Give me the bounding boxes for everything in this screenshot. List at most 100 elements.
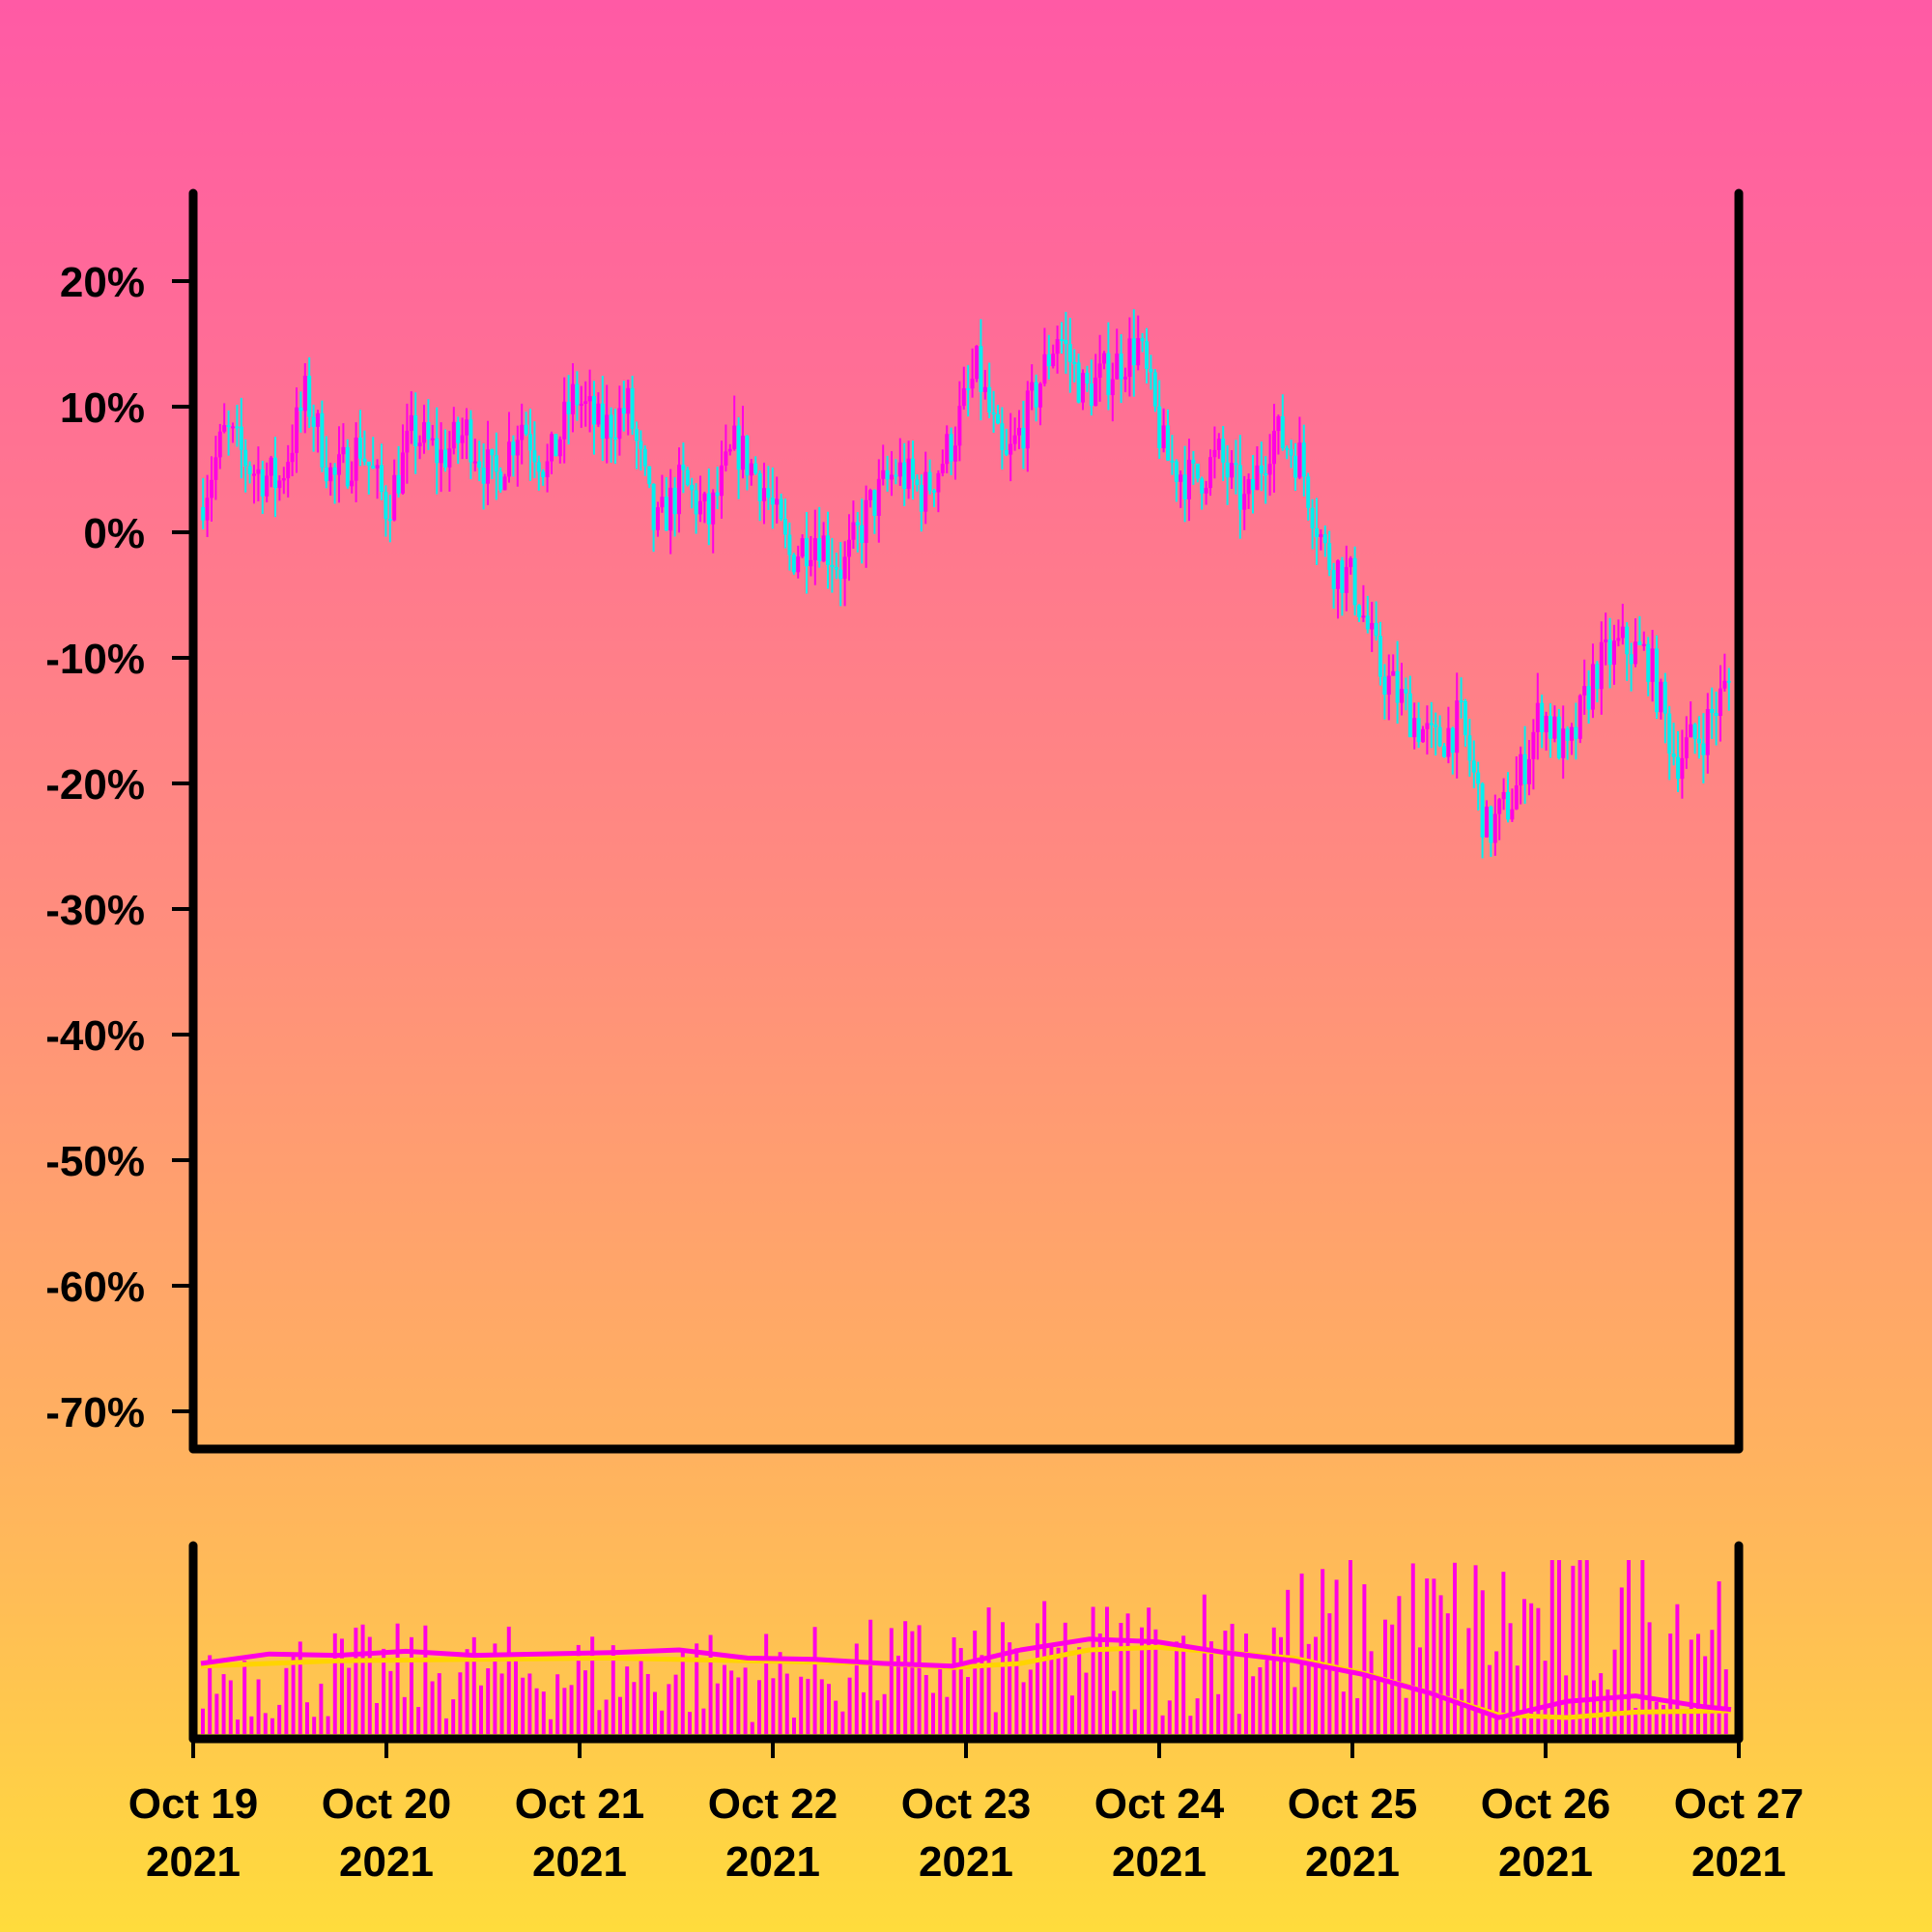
candle-body (405, 430, 410, 453)
candle-body (1591, 664, 1595, 710)
candle-body (1442, 746, 1446, 757)
candle-body (923, 471, 928, 512)
volume-bar (1236, 1714, 1241, 1734)
volume-bar (1355, 1697, 1360, 1734)
candle-body (940, 464, 945, 473)
candle-body (1689, 724, 1693, 738)
volume-bar (980, 1655, 984, 1734)
volume-bar (1710, 1630, 1715, 1734)
candle-body (639, 440, 643, 449)
volume-bar (1515, 1665, 1520, 1734)
candle-body (749, 463, 753, 476)
volume-bar (277, 1704, 282, 1734)
candle-body (1352, 557, 1357, 606)
volume-bar (1091, 1606, 1095, 1734)
candle-body (1637, 641, 1642, 645)
candle-body (1455, 700, 1460, 753)
x-tick-year-label: 2021 (146, 1838, 241, 1886)
candle-body (1089, 383, 1094, 407)
candle-body (681, 464, 686, 470)
candle-body (210, 479, 213, 498)
volume-bar (1014, 1648, 1019, 1734)
candle-body (1697, 738, 1701, 744)
candle-body (231, 426, 235, 429)
candle-body (698, 500, 702, 515)
candle-body (1514, 785, 1519, 810)
candle-body (1400, 689, 1404, 703)
volume-bar (1682, 1711, 1687, 1734)
y-tick-label: -60% (45, 1264, 145, 1311)
candle-body (328, 467, 333, 482)
volume-bar (298, 1641, 302, 1734)
volume-bar (1223, 1631, 1228, 1734)
candle-body (1285, 447, 1290, 450)
volume-bar (896, 1655, 900, 1734)
volume-bar (1584, 1560, 1589, 1734)
candle-body (447, 448, 452, 468)
candle-body (1157, 406, 1162, 449)
y-tick-label: 10% (60, 384, 145, 432)
candle-body (460, 435, 465, 443)
volume-bar (1640, 1560, 1645, 1734)
volume-bar (249, 1716, 254, 1734)
candle-body (1319, 534, 1323, 538)
candle-body (779, 498, 783, 520)
volume-bar (1508, 1623, 1513, 1734)
candle-body (494, 455, 498, 472)
candle-body (1110, 379, 1115, 396)
volume-bar (1125, 1613, 1130, 1734)
volume-bar (416, 1707, 421, 1734)
volume-bar (889, 1628, 894, 1734)
volume-bar (827, 1684, 831, 1734)
volume-bar (479, 1685, 483, 1734)
volume-bar (493, 1643, 497, 1734)
candle-body (1234, 463, 1238, 466)
volume-bar (1097, 1633, 1102, 1734)
volume-bar (834, 1700, 838, 1734)
volume-bar (1599, 1673, 1604, 1734)
candle-body (1552, 716, 1557, 739)
candle-body (919, 485, 923, 512)
candle-body (1145, 341, 1149, 369)
candle-body (1161, 425, 1166, 449)
candle-body (1437, 726, 1442, 747)
volume-bar (723, 1664, 726, 1734)
candle-body (694, 490, 698, 515)
candle-body (1570, 726, 1574, 741)
candle-body (1719, 688, 1722, 716)
volume-bar (680, 1650, 685, 1734)
volume-bar (1571, 1565, 1576, 1734)
volume-bar (952, 1636, 956, 1734)
volume-bar (1264, 1660, 1269, 1734)
candle-body (392, 474, 397, 521)
candle-body (490, 449, 495, 456)
candle-body (1429, 723, 1434, 725)
candle-body (1535, 702, 1540, 732)
candle-body (1595, 664, 1600, 690)
x-tick-year-label: 2021 (725, 1838, 820, 1886)
candle-body (1255, 465, 1260, 491)
volume-bar (882, 1693, 887, 1734)
volume-bar (270, 1718, 274, 1734)
volume-bar (1070, 1695, 1074, 1734)
candle-body (1085, 372, 1090, 384)
candle-body (1097, 363, 1102, 378)
volume-bar (1460, 1689, 1464, 1734)
candle-body (1187, 459, 1191, 499)
volume-bar (1425, 1578, 1430, 1734)
candle-body (885, 469, 890, 480)
candle-body (805, 538, 809, 567)
volume-bar (1564, 1675, 1569, 1734)
candle-body (1425, 723, 1430, 729)
candle-body (472, 461, 477, 464)
volume-bar (402, 1696, 407, 1734)
candle-body (660, 497, 665, 508)
volume-bar (819, 1679, 824, 1734)
candle-body (1357, 605, 1361, 617)
candle-body (685, 469, 690, 486)
candle-body (1034, 382, 1038, 408)
candle-body (864, 499, 868, 544)
volume-bar (549, 1719, 553, 1734)
candle-body (243, 449, 248, 467)
candle-body (1046, 354, 1051, 367)
